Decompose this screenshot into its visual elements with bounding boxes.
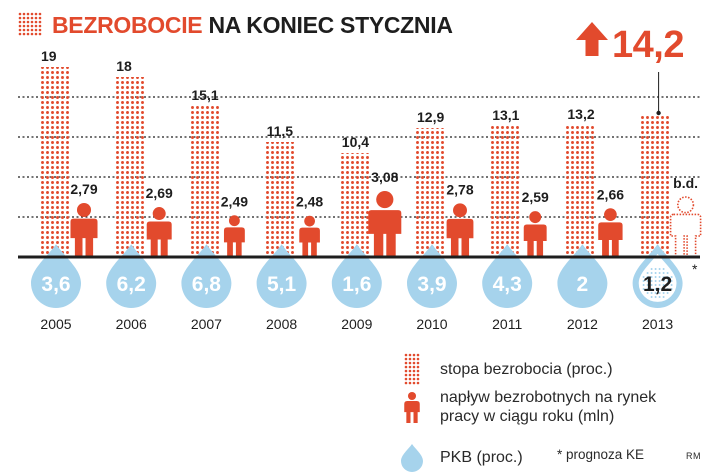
gdp-value-label: 5,1 [267,273,297,296]
unemployment-bar [339,153,370,257]
gdp-drop-icon [106,244,157,308]
gdp-drop-icon [331,244,382,308]
gdp-drop-icon [31,244,81,308]
person-icon [299,215,320,257]
unemployment-value-label: 13,1 [492,107,519,123]
gdp-value-label: 3,6 [41,273,70,296]
person-icon [146,207,172,257]
gdp-value-label: 3,9 [417,273,446,296]
inflow-value-label: 2,48 [296,194,323,210]
year-tick-label: 2005 [40,316,71,332]
footnote: * prognoza KE [557,447,645,462]
unemployment-value-label: 15,1 [191,87,218,103]
inflow-value-label: 2,79 [70,181,97,197]
credit: RM [686,451,701,461]
unemployment-value-label: 10,4 [342,134,369,150]
unemployment-value-label: 13,2 [567,106,594,122]
person-icon [70,202,98,257]
legend-label-inflow-line2: pracy w ciągu roku (mln) [440,408,615,425]
person-icon [446,203,474,257]
unemployment-bar [565,125,596,257]
dotted-bar-icon [404,353,420,385]
gdp-value-label: 6,2 [117,273,146,296]
gdp-drop-icon [407,244,457,308]
year-tick-label: 2006 [116,316,147,332]
highlight-value: 14,2 [612,24,684,66]
person-icon [223,215,245,257]
legend-label-inflow: napływ bezrobotnych na rynek pracy w cią… [440,388,656,426]
title-highlight: BEZROBOCIE [52,11,203,38]
unemployment-value-label: 18 [116,58,132,74]
legend-label-inflow-line1: napływ bezrobotnych na rynek [440,389,657,406]
year-tick-label: 2008 [266,316,297,332]
chart-title: BEZROBOCIE NA KONIEC STYCZNIA [18,10,453,40]
year-tick-label: 2010 [416,316,447,332]
unemployment-bar [264,142,295,257]
inflow-value-label: 2,49 [221,193,248,209]
dotted-square-icon [18,12,42,36]
unemployment-bar [415,128,445,257]
title-rest: NA KONIEC STYCZNIA [208,11,453,38]
legend-label-unemployment: stopa bezrobocia (proc.) [440,360,613,378]
year-tick-label: 2011 [492,316,522,332]
person-icon [523,211,547,257]
legend-item-gdp: PKB (proc.) [398,440,523,474]
drop-icon [401,443,423,472]
unemployment-bar [114,77,145,257]
highlight-leader-dot [656,110,661,116]
gdp-drop-icon [482,244,533,308]
gdp-value-label: 6,8 [192,273,222,296]
gdp-drop-icon [557,244,608,308]
unemployment-value-label: 19 [41,48,57,64]
unemployment-value-label: 11,5 [267,123,294,139]
gdp-value-label: 4,3 [493,273,522,296]
year-tick-label: 2013 [642,316,673,332]
inflow-value-label: 2,59 [522,189,549,205]
unemployment-bar [39,67,69,257]
unemployment-value-label: 12,9 [417,109,444,125]
gdp-value-label: 2 [577,273,589,296]
gdp-value-label: 1,2 [643,273,672,296]
legend: stopa bezrobocia (proc.) napływ bezrobot… [398,348,716,473]
forecast-marker: * [692,261,698,277]
unemployment-bar [189,106,220,257]
up-arrow-icon [576,22,608,56]
legend-item-unemployment: stopa bezrobocia (proc.) [398,352,613,386]
person-icon [404,392,420,423]
inflow-value-label: 2,69 [146,185,173,201]
legend-label-gdp: PKB (proc.) [440,448,523,466]
inflow-value-label: 2,66 [597,186,624,202]
gdp-drop-icon [632,244,683,308]
inflow-value-label: b.d. [673,175,698,191]
gdp-drop-icon [181,244,232,308]
year-tick-label: 2009 [341,316,372,332]
person-icon [598,208,623,257]
person-icon [368,191,402,257]
year-tick-label: 2007 [191,316,222,332]
unemployment-bar [490,126,521,257]
person-icon-outline [669,196,702,258]
inflow-value-label: 2,78 [446,181,473,197]
unemployment-bar [640,115,671,257]
legend-item-inflow: napływ bezrobotnych na rynek pracy w cią… [398,388,656,426]
gdp-drop-icon [256,244,307,308]
inflow-value-label: 3,08 [371,169,398,185]
gdp-value-label: 1,6 [342,273,371,296]
year-tick-label: 2012 [567,316,598,332]
